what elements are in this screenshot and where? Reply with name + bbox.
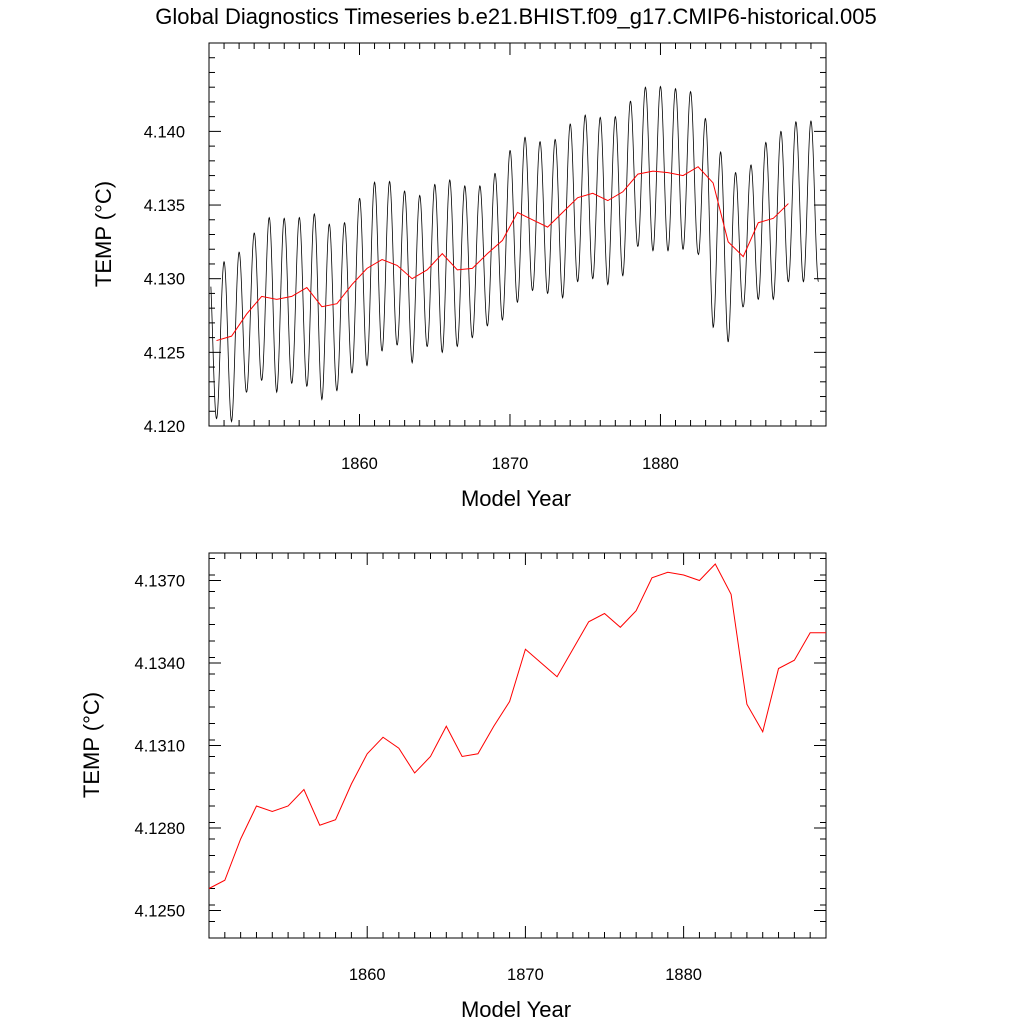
x-tick-label: 1880: [665, 966, 702, 984]
x-tick-label: 1860: [341, 455, 378, 473]
y-axis-label: TEMP (°C): [91, 181, 116, 287]
y-tick-label: 4.130: [144, 271, 185, 289]
y-tick-label: 4.1340: [135, 655, 185, 673]
chart-title: Global Diagnostics Timeseries b.e21.BHIS…: [155, 4, 876, 29]
x-tick-label: 1880: [642, 455, 679, 473]
annual-mean-series-line: [208, 563, 826, 889]
y-tick-label: 4.120: [144, 418, 185, 436]
monthly-series-line: [210, 85, 819, 423]
y-tick-label: 4.1310: [135, 738, 185, 756]
y-tick-label: 4.1250: [135, 903, 185, 921]
bottom-panel: Model Year TEMP (°C) 1860 1870 1880 4.1250 4…: [79, 552, 827, 1022]
x-tick-label: 1870: [507, 966, 544, 984]
y-tick-label: 4.140: [144, 123, 185, 141]
x-tick-label: 1870: [492, 455, 529, 473]
x-axis-label: Model Year: [461, 997, 571, 1022]
y-tick-label: 4.1280: [135, 820, 185, 838]
x-tick-label: 1860: [349, 966, 386, 984]
y-tick-label: 4.135: [144, 197, 185, 215]
y-axis-label: TEMP (°C): [79, 692, 104, 798]
plot-frame: [208, 42, 827, 427]
annual-mean-series-line: [216, 166, 789, 342]
x-axis-label: Model Year: [461, 486, 571, 511]
y-tick-label: 4.125: [144, 344, 185, 362]
top-panel: Model Year TEMP (°C) 1860 1870 1880 4.120 4.…: [91, 42, 827, 511]
y-tick-label: 4.1370: [135, 573, 185, 591]
